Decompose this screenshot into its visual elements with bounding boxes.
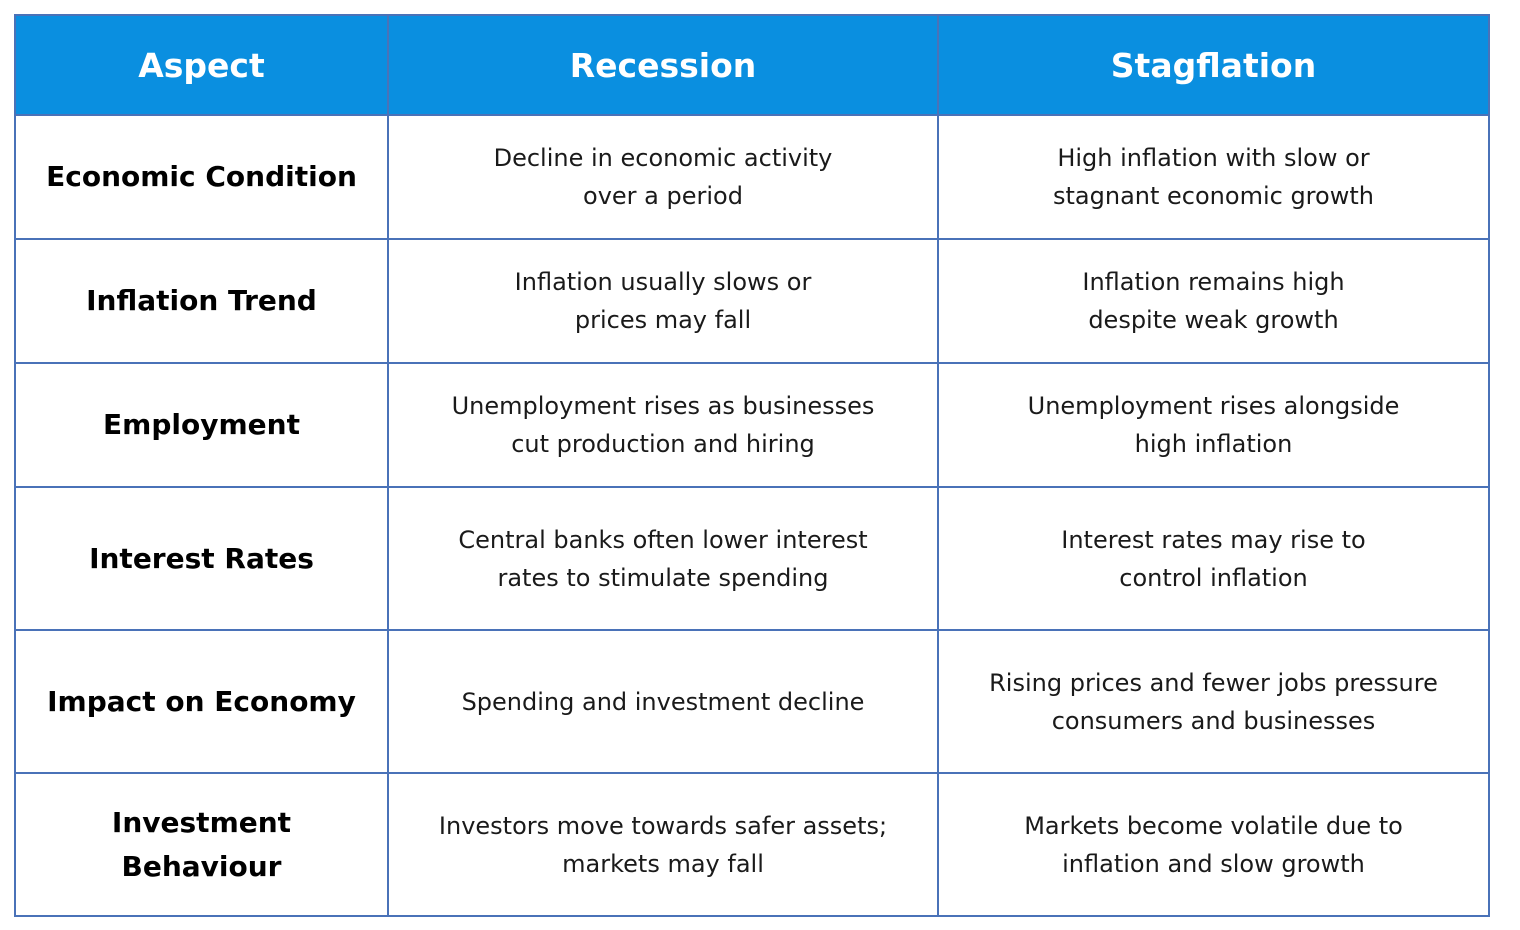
cell-line: Inflation remains high <box>1082 268 1345 296</box>
cell-line: prices may fall <box>574 306 752 334</box>
table-body: Economic Condition Decline in economic ac… <box>14 114 1490 917</box>
cell-line: High inflation with slow or <box>1057 144 1370 172</box>
cell-line: Employment <box>103 408 300 441</box>
cell-line: over a period <box>583 182 743 210</box>
header-cell: Aspect <box>14 14 389 116</box>
cell-line: Economic Condition <box>46 160 357 193</box>
cell-line: cut production and hiring <box>511 430 815 458</box>
cell-line: consumers and businesses <box>1051 706 1376 735</box>
cell-line: Impact on Economy <box>47 684 356 718</box>
table-row: Interest Rates Central banks often lower … <box>14 486 1490 631</box>
aspect-cell: Inflation Trend <box>14 238 389 364</box>
cell-line: Markets become volatile due to <box>1024 811 1403 840</box>
cell-line: Decline in economic activity <box>493 144 833 172</box>
cell-line: Investment <box>111 805 292 839</box>
table-cell: Central banks often lower interest rates … <box>387 486 939 631</box>
table-cell: High inflation with slow or stagnant econ… <box>937 114 1490 240</box>
cell-line: Behaviour <box>121 849 282 883</box>
header-cell: Recession <box>387 14 939 116</box>
cell-line: markets may fall <box>562 849 764 878</box>
table-row: Impact on Economy Spending and investment… <box>14 629 1490 774</box>
header-cell: Stagflation <box>937 14 1490 116</box>
cell-line: control inflation <box>1119 563 1308 592</box>
cell-line: Interest Rates <box>89 541 314 575</box>
cell-line: Interest rates may rise to <box>1061 525 1366 554</box>
cell-line: stagnant economic growth <box>1053 182 1374 210</box>
table-cell: Unemployment rises as businesses cut prod… <box>387 362 939 488</box>
table-cell: Markets become volatile due to inflation … <box>937 772 1490 917</box>
table-cell: Investors move towards safer assets; mark… <box>387 772 939 917</box>
table-cell: Inflation remains high despite weak growt… <box>937 238 1490 364</box>
cell-line: Rising prices and fewer jobs pressure <box>989 668 1438 697</box>
cell-line: inflation and slow growth <box>1062 849 1365 878</box>
cell-line: despite weak growth <box>1088 306 1339 334</box>
table-cell: Rising prices and fewer jobs pressure con… <box>937 629 1490 774</box>
aspect-cell: Interest Rates <box>14 486 389 631</box>
aspect-cell: Impact on Economy <box>14 629 389 774</box>
cell-line: Investors move towards safer assets; <box>438 811 888 840</box>
cell-line: Unemployment rises alongside <box>1027 392 1400 420</box>
comparison-table: Aspect Recession Stagflation Economic Cond… <box>14 14 1490 917</box>
header-row: Aspect Recession Stagflation <box>14 14 1490 116</box>
table-row: Investment Behaviour Investors move toward… <box>14 772 1490 917</box>
table-row: Economic Condition Decline in economic ac… <box>14 114 1490 240</box>
aspect-cell: Investment Behaviour <box>14 772 389 917</box>
table-row: Inflation Trend Inflation usually slows o… <box>14 238 1490 364</box>
table-cell: Interest rates may rise to control inflat… <box>937 486 1490 631</box>
cell-line: Unemployment rises as businesses <box>451 392 875 420</box>
table-cell: Decline in economic activity over a perio… <box>387 114 939 240</box>
table-row: Employment Unemployment rises as business… <box>14 362 1490 488</box>
cell-line: rates to stimulate spending <box>497 563 829 592</box>
cell-line: Central banks often lower interest <box>458 525 868 554</box>
table-cell: Unemployment rises alongside high inflati… <box>937 362 1490 488</box>
cell-line: Inflation Trend <box>86 284 317 317</box>
cell-line: Spending and investment decline <box>461 687 865 716</box>
aspect-cell: Employment <box>14 362 389 488</box>
aspect-cell: Economic Condition <box>14 114 389 240</box>
cell-line: high inflation <box>1134 430 1293 458</box>
table-cell: Spending and investment decline <box>387 629 939 774</box>
table-cell: Inflation usually slows or prices may fal… <box>387 238 939 364</box>
cell-line: Inflation usually slows or <box>514 268 812 296</box>
